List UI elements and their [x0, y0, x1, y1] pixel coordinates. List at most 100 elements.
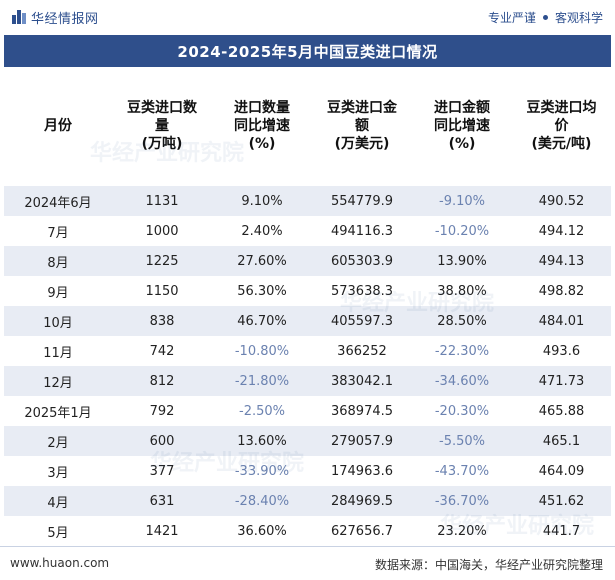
table-cell: 27.60%	[237, 253, 287, 269]
table-cell: 494.12	[538, 223, 585, 239]
table-cell: 383042.1	[330, 373, 394, 389]
column-header-line: (美元/吨)	[531, 136, 592, 152]
brand-tagline: 专业严谨 客观科学	[488, 9, 603, 26]
table-cell: 9月	[47, 285, 69, 301]
table-cell: 465.1	[542, 433, 581, 449]
table-cell: -34.60%	[434, 373, 490, 389]
table-cell: -22.30%	[434, 343, 490, 359]
table-cell: 9.10%	[241, 193, 283, 209]
table-title: 2024-2025年5月中国豆类进口情况	[177, 42, 438, 61]
footer-website[interactable]: www.huaon.com	[10, 556, 110, 570]
table-cell: 10月	[43, 315, 73, 331]
table-cell: 451.62	[538, 493, 585, 509]
table-cell: 600	[149, 433, 175, 449]
table-cell: -28.40%	[234, 493, 290, 509]
table-row: 10月 838 46.70% 405597.3 28.50% 484.01	[4, 306, 611, 336]
table-row: 4月 631 -28.40% 284969.5 -36.70% 451.62	[4, 486, 611, 516]
table-cell: 279057.9	[330, 433, 394, 449]
column-header: 豆类进口数量 (万吨)	[112, 67, 212, 185]
table-row: 2月 600 13.60% 279057.9 -5.50% 465.1	[4, 426, 611, 456]
table-cell: 792	[149, 403, 175, 419]
column-header: 月份	[4, 67, 112, 185]
table-cell: -2.50%	[239, 403, 285, 419]
table-cell: 573638.3	[330, 283, 394, 299]
table-cell: 5月	[47, 525, 69, 541]
table-cell: 405597.3	[330, 313, 394, 329]
table-cell: -5.50%	[439, 433, 485, 449]
title-bar: 2024-2025年5月中国豆类进口情况	[4, 35, 611, 67]
table-cell: -10.20%	[434, 223, 490, 239]
separator-dot-icon	[542, 15, 548, 20]
table-cell: 368974.5	[330, 403, 394, 419]
table-cell: -33.90%	[234, 463, 290, 479]
table-cell: 56.30%	[237, 283, 287, 299]
table-row: 11月 742 -10.80% 366252 -22.30% 493.6	[4, 336, 611, 366]
table-cell: -10.80%	[234, 343, 290, 359]
brand-name: 华经情报网	[31, 11, 99, 27]
table-cell: 627656.7	[330, 523, 394, 539]
table-cell: 38.80%	[437, 283, 487, 299]
column-header-line: 价	[554, 118, 569, 134]
table-cell: 494.13	[538, 253, 585, 269]
table-cell: 366252	[337, 343, 387, 359]
table-cell: 23.20%	[437, 523, 487, 539]
table-cell: -43.70%	[434, 463, 490, 479]
table-cell: 1225	[145, 253, 179, 269]
table-cell: 36.60%	[237, 523, 287, 539]
table-row: 9月 1150 56.30% 573638.3 38.80% 498.82	[4, 276, 611, 306]
table-cell: 13.60%	[237, 433, 287, 449]
table-cell: -20.30%	[434, 403, 490, 419]
table-cell: 12月	[43, 375, 73, 391]
table-cell: 465.88	[538, 403, 585, 419]
brand-logo[interactable]: 华经情报网	[12, 8, 99, 27]
table-cell: -36.70%	[434, 493, 490, 509]
slogan-1: 专业严谨	[487, 11, 536, 25]
table-cell: 46.70%	[237, 313, 287, 329]
table-cell: 1150	[145, 283, 179, 299]
table-cell: 554779.9	[330, 193, 394, 209]
table-cell: 4月	[47, 495, 69, 511]
table-cell: 631	[149, 493, 175, 509]
table-cell: 1131	[145, 193, 179, 209]
column-header-line: (万吨)	[141, 136, 183, 152]
table-row: 8月 1225 27.60% 605303.9 13.90% 494.13	[4, 246, 611, 276]
table-cell: 7月	[47, 225, 69, 241]
table-row: 7月 1000 2.40% 494116.3 -10.20% 494.12	[4, 216, 611, 246]
table-cell: 484.01	[538, 313, 585, 329]
table-cell: 441.7	[542, 523, 581, 539]
table-cell: 812	[149, 373, 175, 389]
column-header-line: 同比增速	[234, 118, 290, 134]
column-header-line: (万美元)	[334, 136, 390, 152]
slogan-2: 客观科学	[554, 11, 603, 25]
column-header-line: (%)	[248, 136, 276, 152]
column-header-line: 进口数量	[234, 100, 290, 116]
footer: www.huaon.com 数据来源：中国海关，华经产业研究院整理	[0, 546, 615, 580]
table-cell: -9.10%	[439, 193, 485, 209]
logo-bars-icon	[12, 10, 26, 24]
table-cell: 464.09	[538, 463, 585, 479]
table-cell: 284969.5	[330, 493, 394, 509]
table-cell: 2025年1月	[24, 405, 92, 421]
column-header-line: 量	[155, 118, 169, 134]
table-row: 2025年1月 792 -2.50% 368974.5 -20.30% 465.88	[4, 396, 611, 426]
table-cell: 8月	[47, 255, 69, 271]
column-header-line: 月份	[44, 118, 72, 134]
table-cell: 13.90%	[437, 253, 487, 269]
table-cell: 838	[149, 313, 175, 329]
footer-source: 数据来源：中国海关，华经产业研究院整理	[374, 558, 603, 572]
table-cell: 1421	[145, 523, 179, 539]
top-bar: 华经情报网 专业严谨 客观科学	[0, 0, 615, 34]
column-header: 进口数量同比增速 (%)	[212, 67, 312, 185]
table-cell: 2月	[47, 435, 69, 451]
table-row: 3月 377 -33.90% 174963.6 -43.70% 464.09	[4, 456, 611, 486]
table-cell: 1000	[145, 223, 179, 239]
column-header: 豆类进口金额 (万美元)	[312, 67, 412, 185]
table-cell: 494116.3	[330, 223, 394, 239]
table-cell: 605303.9	[330, 253, 394, 269]
table-header: 月份 豆类进口数量 (万吨) 进口数量 同比增速 (%) 豆类进口金额 (万美元) 进口金额 同比…	[4, 67, 611, 185]
column-header-line: 额	[355, 118, 369, 134]
table-cell: 471.73	[538, 373, 585, 389]
table-row: 2024年6月 1131 9.10% 554779.9 -9.10% 490.52	[4, 186, 611, 216]
column-header-line: 同比增速	[434, 118, 490, 134]
table-row: 5月 1421 36.60% 627656.7 23.20% 441.7	[4, 516, 611, 546]
